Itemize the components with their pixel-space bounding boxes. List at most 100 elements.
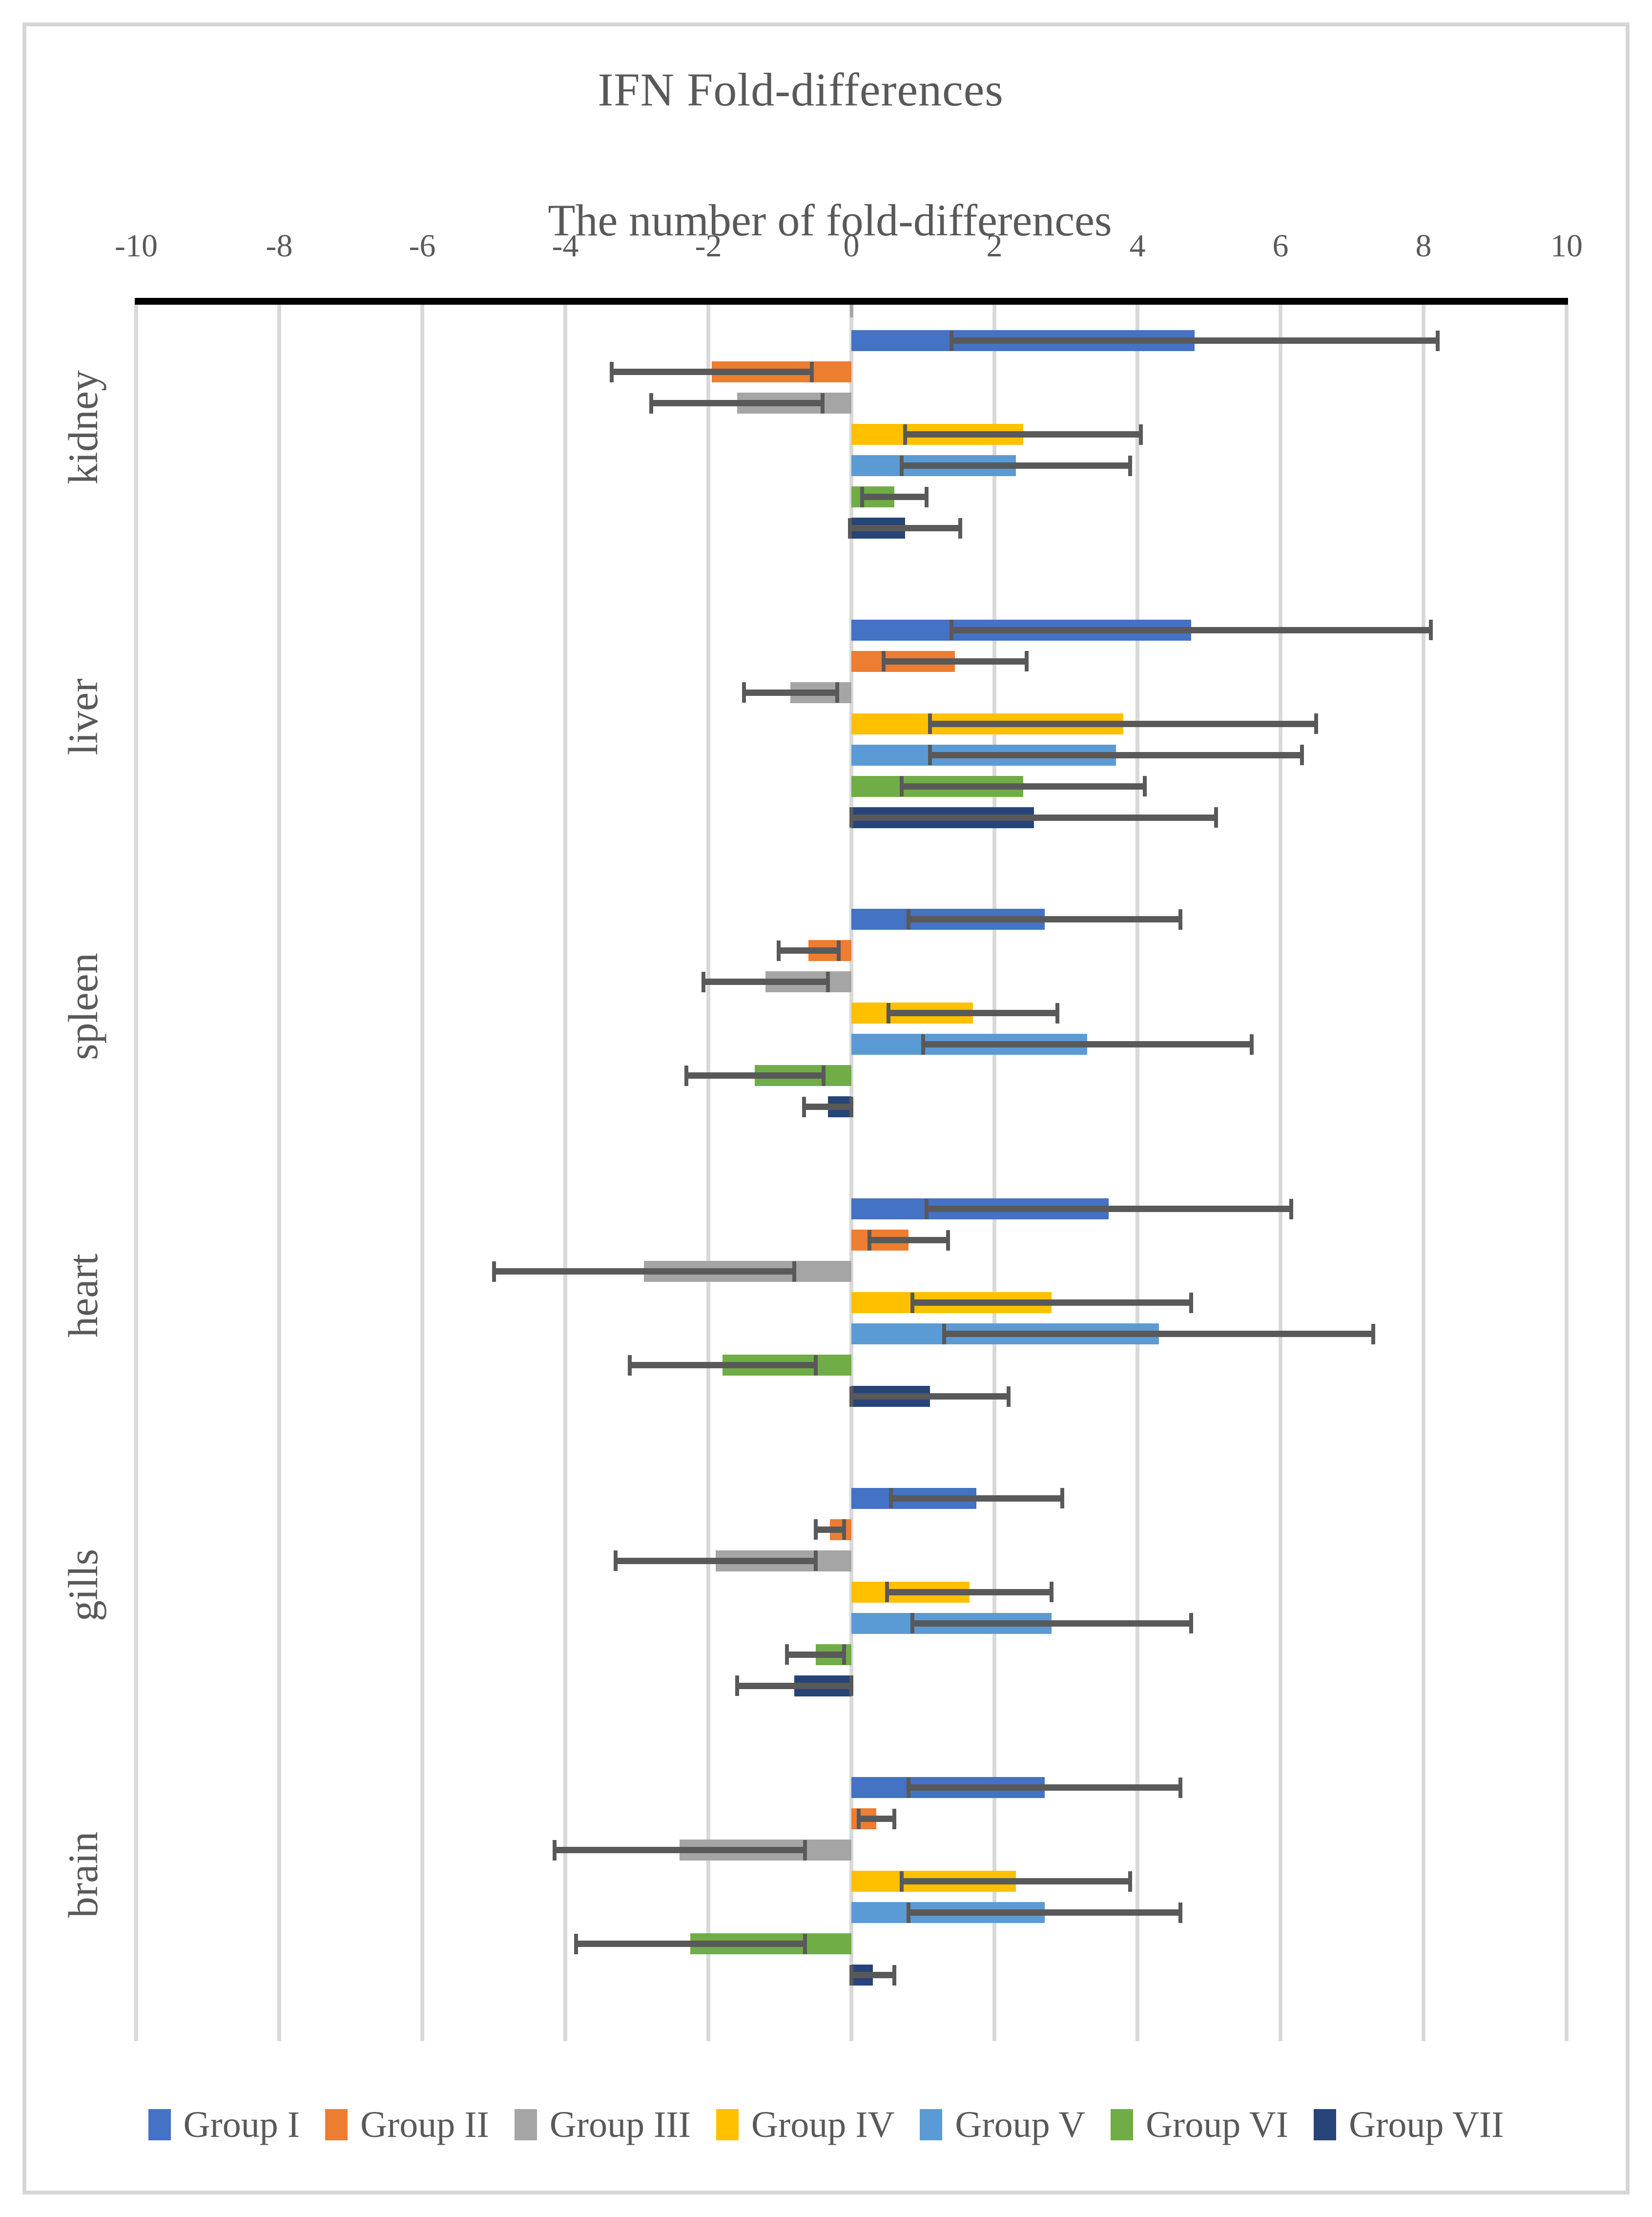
error-bar-cap xyxy=(1214,807,1218,828)
legend-swatch xyxy=(325,2109,348,2140)
error-bar-line xyxy=(858,1816,894,1822)
error-bar-line xyxy=(612,369,812,375)
error-bar-cap xyxy=(1178,909,1182,930)
legend-item: Group VI xyxy=(1111,2104,1288,2146)
error-bar-line xyxy=(737,1682,851,1689)
error-bar-cap xyxy=(1314,713,1319,734)
error-bar-cap xyxy=(1139,424,1143,445)
error-bar-cap xyxy=(848,518,852,539)
error-bar-cap xyxy=(1300,745,1304,766)
legend-label: Group VII xyxy=(1349,2104,1504,2145)
error-bar-cap xyxy=(903,424,907,445)
error-bar-cap xyxy=(574,1933,578,1954)
error-bar-cap xyxy=(553,1840,557,1861)
error-bar-line xyxy=(901,1878,1131,1885)
error-bar-line xyxy=(851,1972,894,1979)
error-bar-cap xyxy=(1250,1034,1254,1055)
x-tick-label: -2 xyxy=(695,228,722,264)
error-bar-cap xyxy=(958,518,962,539)
error-bar-line xyxy=(744,689,837,696)
error-bar-line xyxy=(851,1393,1009,1400)
legend-item: Group I xyxy=(148,2104,300,2146)
error-bar-cap xyxy=(1428,620,1433,641)
gridline xyxy=(134,305,138,2041)
error-bar-cap xyxy=(803,1933,807,1954)
x-tick-label: 0 xyxy=(843,228,860,264)
legend-item: Group VII xyxy=(1314,2104,1504,2146)
error-bar-cap xyxy=(899,455,904,476)
error-bar-cap xyxy=(899,776,904,797)
error-bar-line xyxy=(787,1651,845,1658)
gridline xyxy=(1565,305,1569,2041)
error-bar-cap xyxy=(742,682,746,703)
error-bar-cap xyxy=(856,1808,861,1829)
legend-swatch xyxy=(716,2109,739,2140)
error-bar-cap xyxy=(899,1871,904,1892)
error-bar-line xyxy=(951,627,1431,633)
error-bar-line xyxy=(887,1589,1052,1595)
gridline xyxy=(1136,305,1139,2041)
error-bar-cap xyxy=(950,330,954,351)
error-bar-cap xyxy=(1178,1902,1182,1923)
x-tick-label: -6 xyxy=(409,228,436,264)
error-bar-cap xyxy=(1128,1871,1133,1892)
error-bar-cap xyxy=(892,1808,896,1829)
x-tick-label: 2 xyxy=(986,228,1003,264)
error-bar-cap xyxy=(867,1230,871,1251)
error-bar-line xyxy=(651,400,823,406)
error-bar-cap xyxy=(492,1261,496,1282)
error-bar-cap xyxy=(1024,651,1029,672)
error-bar-line xyxy=(912,1620,1191,1627)
error-bar-cap xyxy=(1128,455,1133,476)
legend-swatch xyxy=(514,2109,537,2140)
error-bar-cap xyxy=(924,1198,929,1219)
error-bar-cap xyxy=(950,620,954,641)
error-bar-line xyxy=(888,1010,1057,1017)
error-bar-cap xyxy=(910,1613,914,1634)
error-bar-cap xyxy=(813,1519,818,1540)
legend-item: Group III xyxy=(514,2104,691,2146)
error-bar-cap xyxy=(821,1065,826,1086)
error-bar-line xyxy=(909,1909,1180,1916)
legend-label: Group IV xyxy=(751,2104,895,2145)
error-bar-line xyxy=(815,1526,845,1533)
error-bar-line xyxy=(883,658,1027,665)
category-label-brain: brain xyxy=(60,1831,106,1918)
error-bar-cap xyxy=(1189,1292,1193,1313)
error-bar-cap xyxy=(813,1355,818,1376)
error-bar-cap xyxy=(1436,330,1440,351)
error-bar-line xyxy=(850,525,960,531)
error-bar-line xyxy=(555,1847,805,1854)
x-tick-label: -4 xyxy=(552,228,579,264)
error-bar-cap xyxy=(881,651,886,672)
error-bar-cap xyxy=(860,486,864,507)
error-bar-line xyxy=(930,720,1317,727)
error-bar-cap xyxy=(887,1003,891,1024)
error-bar-line xyxy=(901,462,1131,469)
legend-swatch xyxy=(148,2109,171,2140)
error-bar-line xyxy=(869,1237,948,1243)
error-bar-cap xyxy=(849,1675,853,1696)
error-bar-line xyxy=(851,814,1217,821)
legend: Group I Group II Group III Group IV Group V G… xyxy=(0,2098,1652,2152)
category-label-heart: heart xyxy=(60,1254,106,1338)
error-bar-cap xyxy=(803,1840,807,1861)
legend-item: Group II xyxy=(325,2104,489,2146)
error-bar-line xyxy=(951,337,1438,344)
gridline xyxy=(706,305,710,2041)
error-bar-cap xyxy=(849,1965,853,1986)
x-tick-label: 6 xyxy=(1272,228,1289,264)
error-bar-line xyxy=(909,1784,1180,1791)
x-tick-label: 8 xyxy=(1415,228,1432,264)
legend-label: Group I xyxy=(183,2104,300,2145)
error-bar-cap xyxy=(849,1386,853,1407)
error-bar-line xyxy=(923,1041,1252,1048)
error-bar-cap xyxy=(921,1034,925,1055)
error-bar-cap xyxy=(835,682,839,703)
error-bar-cap xyxy=(785,1644,789,1665)
error-bar-cap xyxy=(907,1902,911,1923)
legend-swatch xyxy=(1314,2109,1337,2140)
error-bar-cap xyxy=(907,909,911,930)
error-bar-cap xyxy=(910,1292,914,1313)
